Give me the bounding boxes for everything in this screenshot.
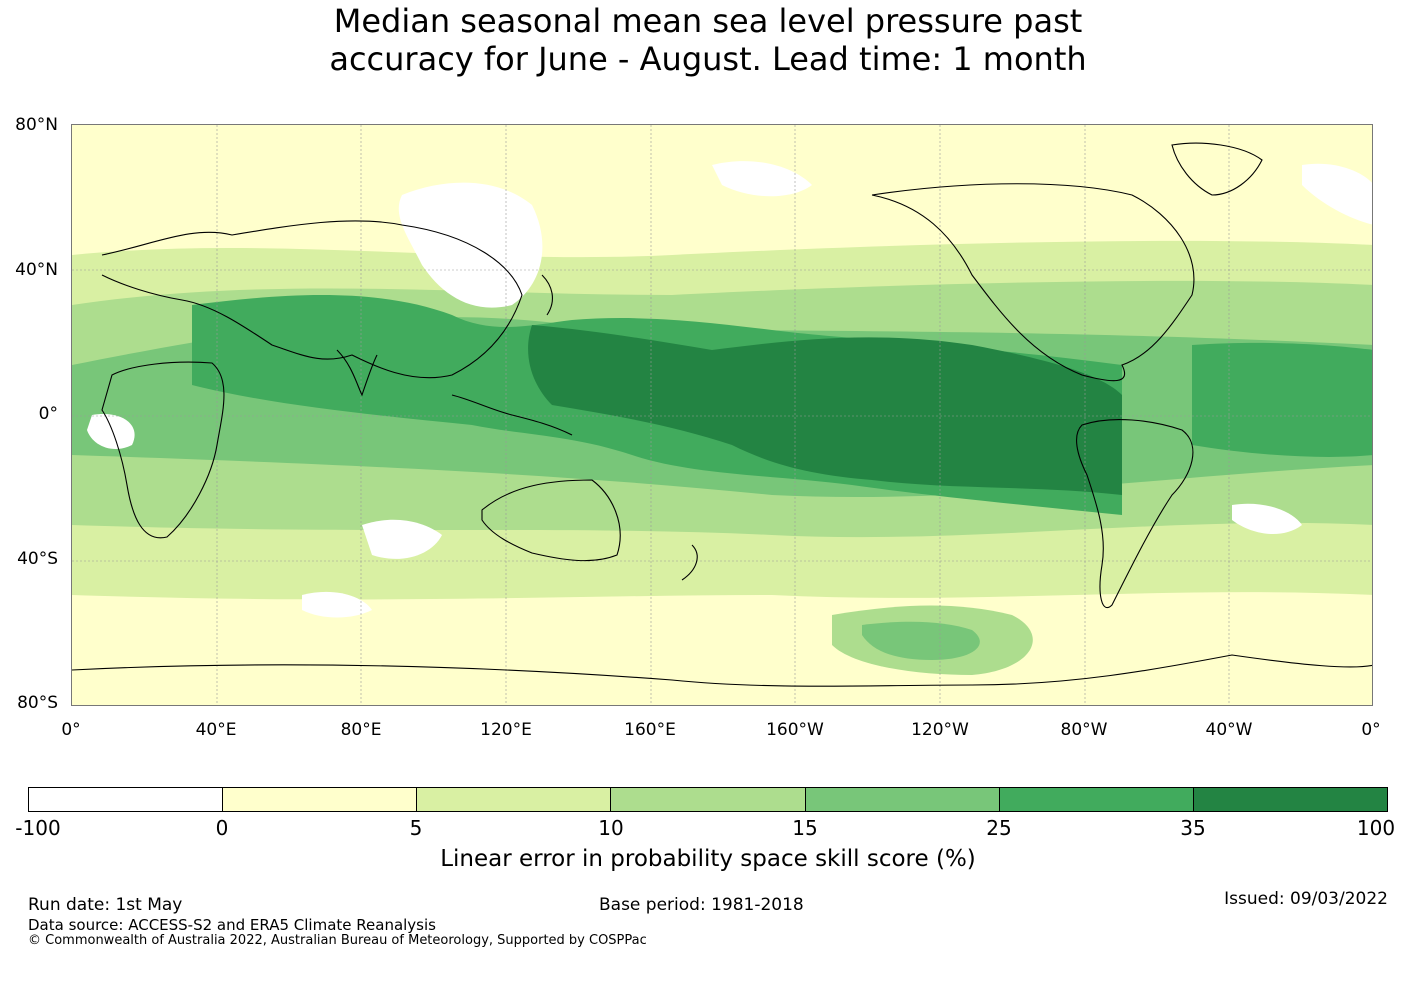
colorbar-swatch (223, 788, 418, 811)
colorbar-swatch (999, 788, 1194, 811)
colorbar-tick: -100 (15, 816, 61, 840)
lat-label-80s: 80°S (17, 693, 58, 713)
colorbar-tick: 100 (1356, 816, 1396, 840)
colorbar-swatch (417, 788, 612, 811)
lon-label-40e: 40°E (195, 720, 237, 740)
lon-label-160e: 160°E (624, 720, 676, 740)
colorbar-tick: 10 (598, 816, 624, 840)
lat-label-80n: 80°N (15, 115, 58, 135)
colorbar-swatch (805, 788, 1000, 811)
base-period: Base period: 1981-2018 (599, 895, 804, 915)
lon-label-160w: 160°W (766, 720, 824, 740)
run-date: Run date: 1st May (28, 895, 183, 915)
lat-label-equator: 0° (38, 404, 58, 424)
lon-label-120w: 120°W (911, 720, 969, 740)
map-title-line-2: accuracy for June - August. Lead time: 1… (329, 40, 1087, 78)
colorbar (28, 787, 1388, 812)
colorbar-swatch (1193, 788, 1387, 811)
map-canvas (72, 125, 1372, 705)
data-source: Data source: ACCESS-S2 and ERA5 Climate … (28, 916, 436, 934)
lon-label-120e: 120°E (480, 720, 532, 740)
lon-label-40w: 40°W (1205, 720, 1253, 740)
colorbar-tick: 35 (1180, 816, 1206, 840)
lon-label-0-right: 0° (1361, 720, 1381, 740)
map-title-line-1: Median seasonal mean sea level pressure … (333, 2, 1083, 40)
colorbar-tick: 5 (409, 816, 423, 840)
colorbar-tick: 0 (215, 816, 229, 840)
lat-label-40s: 40°S (17, 549, 58, 569)
grid-lines (72, 125, 1372, 705)
coastlines (72, 142, 1372, 687)
lon-label-0: 0° (61, 720, 81, 740)
lat-label-40n: 40°N (15, 260, 58, 280)
lon-label-80w: 80°W (1060, 720, 1108, 740)
lon-label-80e: 80°E (340, 720, 382, 740)
issued-date: Issued: 09/03/2022 (1224, 889, 1388, 909)
copyright: © Commonwealth of Australia 2022, Austra… (28, 933, 647, 948)
colorbar-swatch (29, 788, 224, 811)
skill-shading (72, 161, 1372, 675)
colorbar-tick: 25 (986, 816, 1012, 840)
skill-score-map (71, 124, 1373, 706)
colorbar-swatch (611, 788, 806, 811)
colorbar-tick: 15 (792, 816, 818, 840)
colorbar-label: Linear error in probability space skill … (440, 846, 976, 872)
